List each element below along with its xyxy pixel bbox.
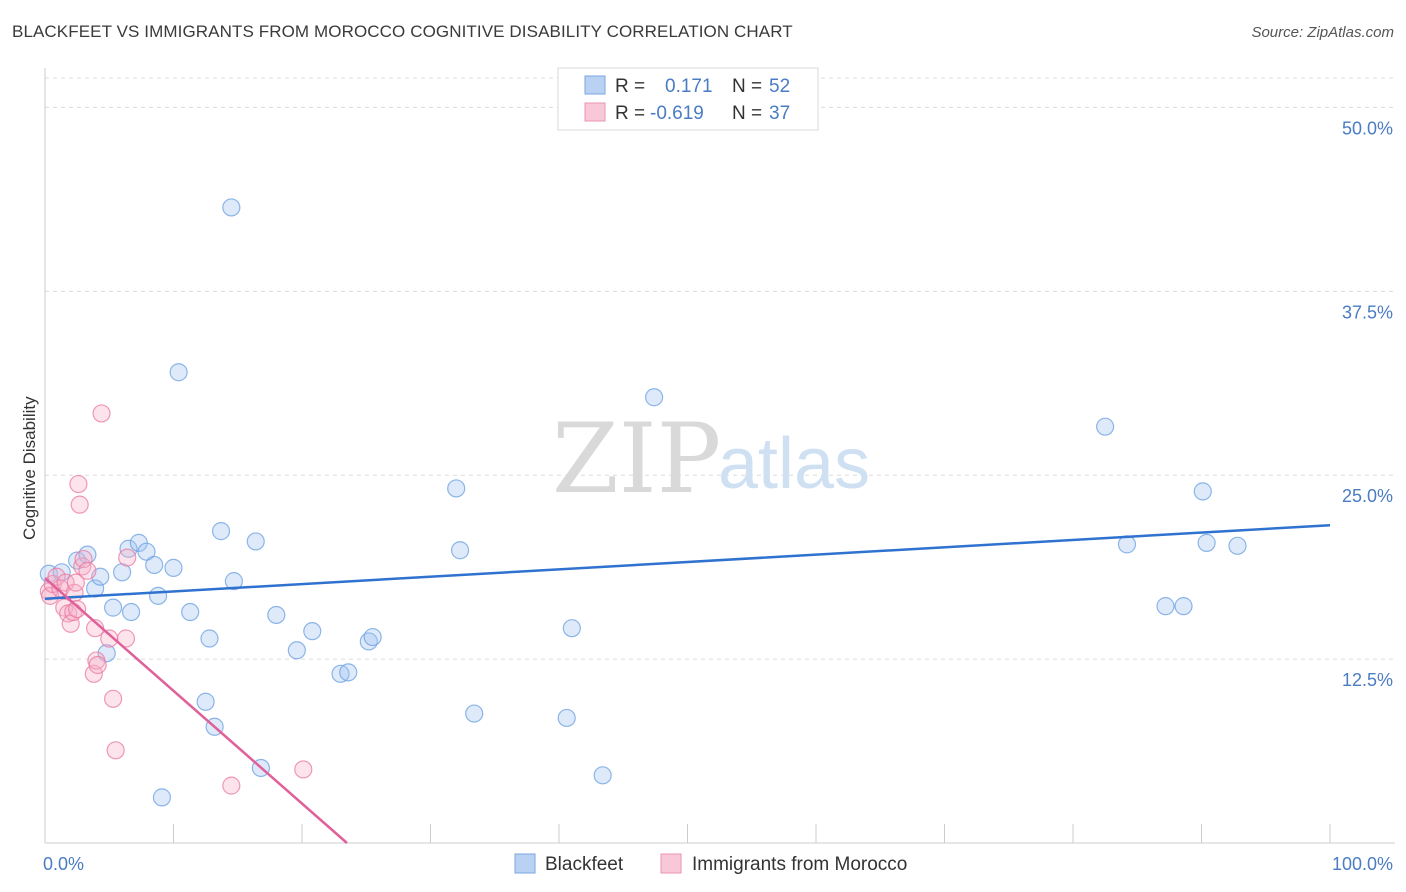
- blackfeet-point-27: [267, 605, 286, 625]
- blackfeet-point-29: [303, 622, 322, 641]
- bottom-legend-swatch-blackfeet: [514, 853, 536, 874]
- gridlines: [45, 77, 1395, 660]
- y-tick-label-0: 12.5%: [1342, 670, 1393, 690]
- blackfeet-point-44: [1156, 597, 1175, 616]
- data-points: [39, 95, 1247, 807]
- morocco-point-16: [74, 549, 93, 569]
- morocco-point-12: [68, 599, 87, 619]
- legend-r-label-1: R =: [615, 76, 645, 97]
- source-credit: Source: ZipAtlas.com: [1251, 24, 1394, 41]
- y-tick-label-1: 25.0%: [1342, 486, 1393, 506]
- morocco-point-25: [106, 741, 125, 760]
- legend-swatch-blackfeet: [584, 75, 606, 95]
- blackfeet-point-48: [1228, 536, 1247, 555]
- legend-r-value-1: 0.171: [665, 76, 713, 97]
- blackfeet-point-7: [104, 598, 123, 617]
- y-tick-label-3: 50.0%: [1342, 118, 1393, 138]
- morocco-point-24: [104, 689, 123, 708]
- morocco-point-22: [92, 404, 111, 423]
- legend-r-value-2: -0.619: [650, 103, 704, 124]
- morocco-point-17: [78, 561, 97, 580]
- blackfeet-point-35: [450, 541, 470, 560]
- tick-labels: 12.5% 25.0% 37.5% 50.0% 0.0% 100.0%: [43, 118, 1393, 874]
- blackfeet-point-37: [557, 708, 576, 728]
- blackfeet-point-18: [181, 602, 200, 622]
- y-axis-title: Cognitive Disability: [20, 396, 39, 540]
- bottom-legend-blackfeet: Blackfeet: [545, 854, 624, 875]
- blackfeet-point-39: [593, 766, 612, 785]
- blackfeet-point-28: [287, 641, 306, 660]
- x-tick-label-0: 0.0%: [43, 854, 84, 874]
- morocco-point-11: [66, 573, 85, 592]
- morocco-point-3: [47, 567, 66, 586]
- legend-r-label-2: R =: [615, 103, 645, 124]
- morocco-point-13: [69, 474, 88, 494]
- axes: [44, 68, 1395, 844]
- morocco-point-29: [294, 760, 313, 779]
- blackfeet-point-23: [222, 198, 241, 217]
- blackfeet-point-24: [224, 572, 243, 591]
- blackfeet-point-15: [152, 788, 172, 807]
- blackfeet-point-16: [164, 558, 183, 577]
- blackfeet-trend-line: [44, 523, 1331, 601]
- morocco-point-1: [41, 586, 60, 605]
- morocco-trend-line: [44, 577, 348, 844]
- morocco-point-27: [118, 548, 137, 567]
- blackfeet-point-10: [121, 602, 141, 622]
- legend-n-label-1: N =: [732, 76, 762, 97]
- blackfeet-point-33: [363, 627, 382, 647]
- blackfeet-point-34: [447, 479, 466, 498]
- morocco-point-21: [88, 655, 107, 675]
- blackfeet-point-47: [1197, 533, 1216, 552]
- bottom-legend: Blackfeet Immigrants from Morocco: [514, 853, 907, 875]
- morocco-point-6: [56, 573, 75, 592]
- trend-lines: [44, 523, 1331, 844]
- blackfeet-point-20: [200, 629, 219, 648]
- blackfeet-point-40: [644, 388, 664, 407]
- blackfeet-point-36: [465, 704, 484, 723]
- morocco-point-28: [222, 776, 241, 795]
- blackfeet-point-14: [148, 586, 168, 605]
- blackfeet-point-17: [169, 363, 188, 382]
- legend-box: R = 0.171 N = 52 R = -0.619 N = 37: [557, 67, 819, 131]
- morocco-point-14: [70, 495, 89, 514]
- morocco-point-18: [84, 664, 103, 683]
- legend-n-label-2: N =: [732, 103, 762, 124]
- legend-n-value-2: 37: [769, 103, 790, 124]
- blackfeet-point-19: [196, 692, 215, 711]
- chart-title: BLACKFEET VS IMMIGRANTS FROM MOROCCO COG…: [12, 22, 793, 41]
- legend-n-value-1: 52: [769, 76, 790, 97]
- blackfeet-point-22: [211, 522, 231, 541]
- blackfeet-point-38: [562, 619, 581, 638]
- watermark: ZIP atlas: [552, 403, 870, 515]
- bottom-legend-swatch-morocco: [660, 853, 682, 874]
- blackfeet-point-13: [145, 555, 164, 575]
- watermark-atlas: atlas: [718, 424, 870, 504]
- legend-swatch-morocco: [584, 102, 606, 122]
- watermark-zip: ZIP: [552, 403, 721, 515]
- x-tick-label-1: 100.0%: [1332, 854, 1393, 874]
- blackfeet-point-30: [331, 664, 350, 683]
- blackfeet-point-31: [339, 663, 358, 682]
- blackfeet-point-42: [1096, 417, 1115, 436]
- morocco-point-26: [116, 629, 136, 648]
- bottom-legend-morocco: Immigrants from Morocco: [692, 854, 907, 875]
- y-tick-label-2: 37.5%: [1342, 302, 1393, 322]
- blackfeet-point-45: [1174, 597, 1193, 616]
- blackfeet-point-46: [1193, 482, 1212, 501]
- blackfeet-point-25: [246, 532, 265, 551]
